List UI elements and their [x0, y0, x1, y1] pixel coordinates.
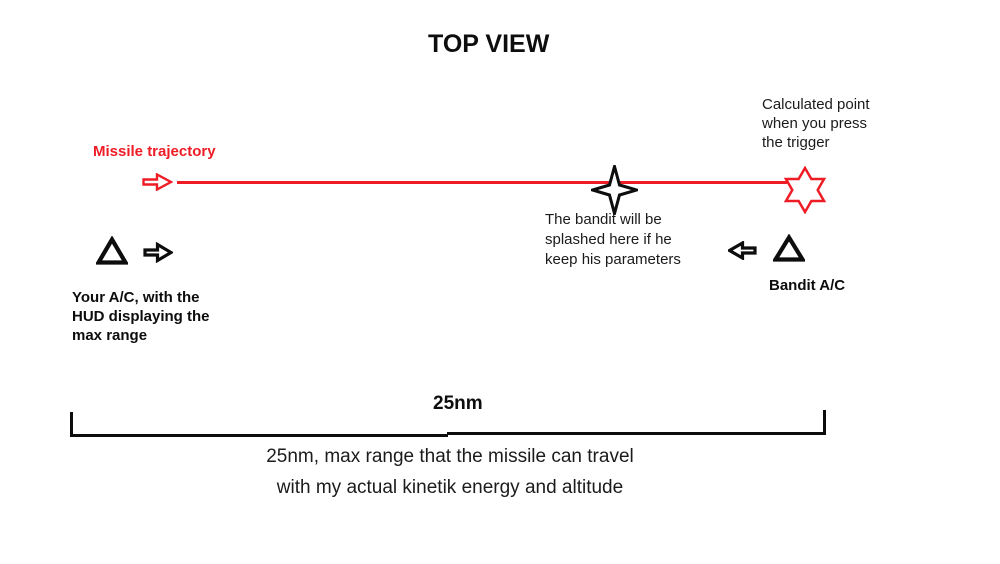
calculated-point-star-icon	[783, 166, 827, 214]
missile-trajectory-arrow-icon	[142, 173, 173, 191]
splash-point-label: The bandit will be splashed here if he k…	[545, 211, 681, 268]
bandit-label: Bandit A/C	[769, 277, 846, 294]
range-bracket-line-right	[447, 432, 826, 435]
ownship-label: Your A/C, with the HUD displaying the ma…	[72, 289, 210, 344]
calculated-point-label: Calculated point when you press the trig…	[762, 96, 870, 151]
missile-trajectory-line	[177, 181, 787, 184]
diagram-title: TOP VIEW	[428, 30, 550, 58]
bandit-heading-arrow-icon	[728, 241, 757, 260]
missile-trajectory-label: Missile trajectory	[93, 143, 216, 160]
range-caption-line2: with my actual kinetik energy and altitu…	[276, 477, 624, 498]
range-caption-line1: 25nm, max range that the missile can tra…	[266, 446, 634, 467]
splash-point-star-icon	[591, 165, 638, 215]
bandit-triangle-icon	[773, 234, 805, 263]
ownship-triangle-icon	[96, 236, 128, 266]
range-value: 25nm	[433, 393, 483, 414]
range-bracket-line-left	[70, 434, 448, 437]
range-bracket-left-tick	[70, 412, 73, 437]
ownship-heading-arrow-icon	[143, 242, 173, 263]
range-bracket-right-tick	[823, 410, 826, 435]
